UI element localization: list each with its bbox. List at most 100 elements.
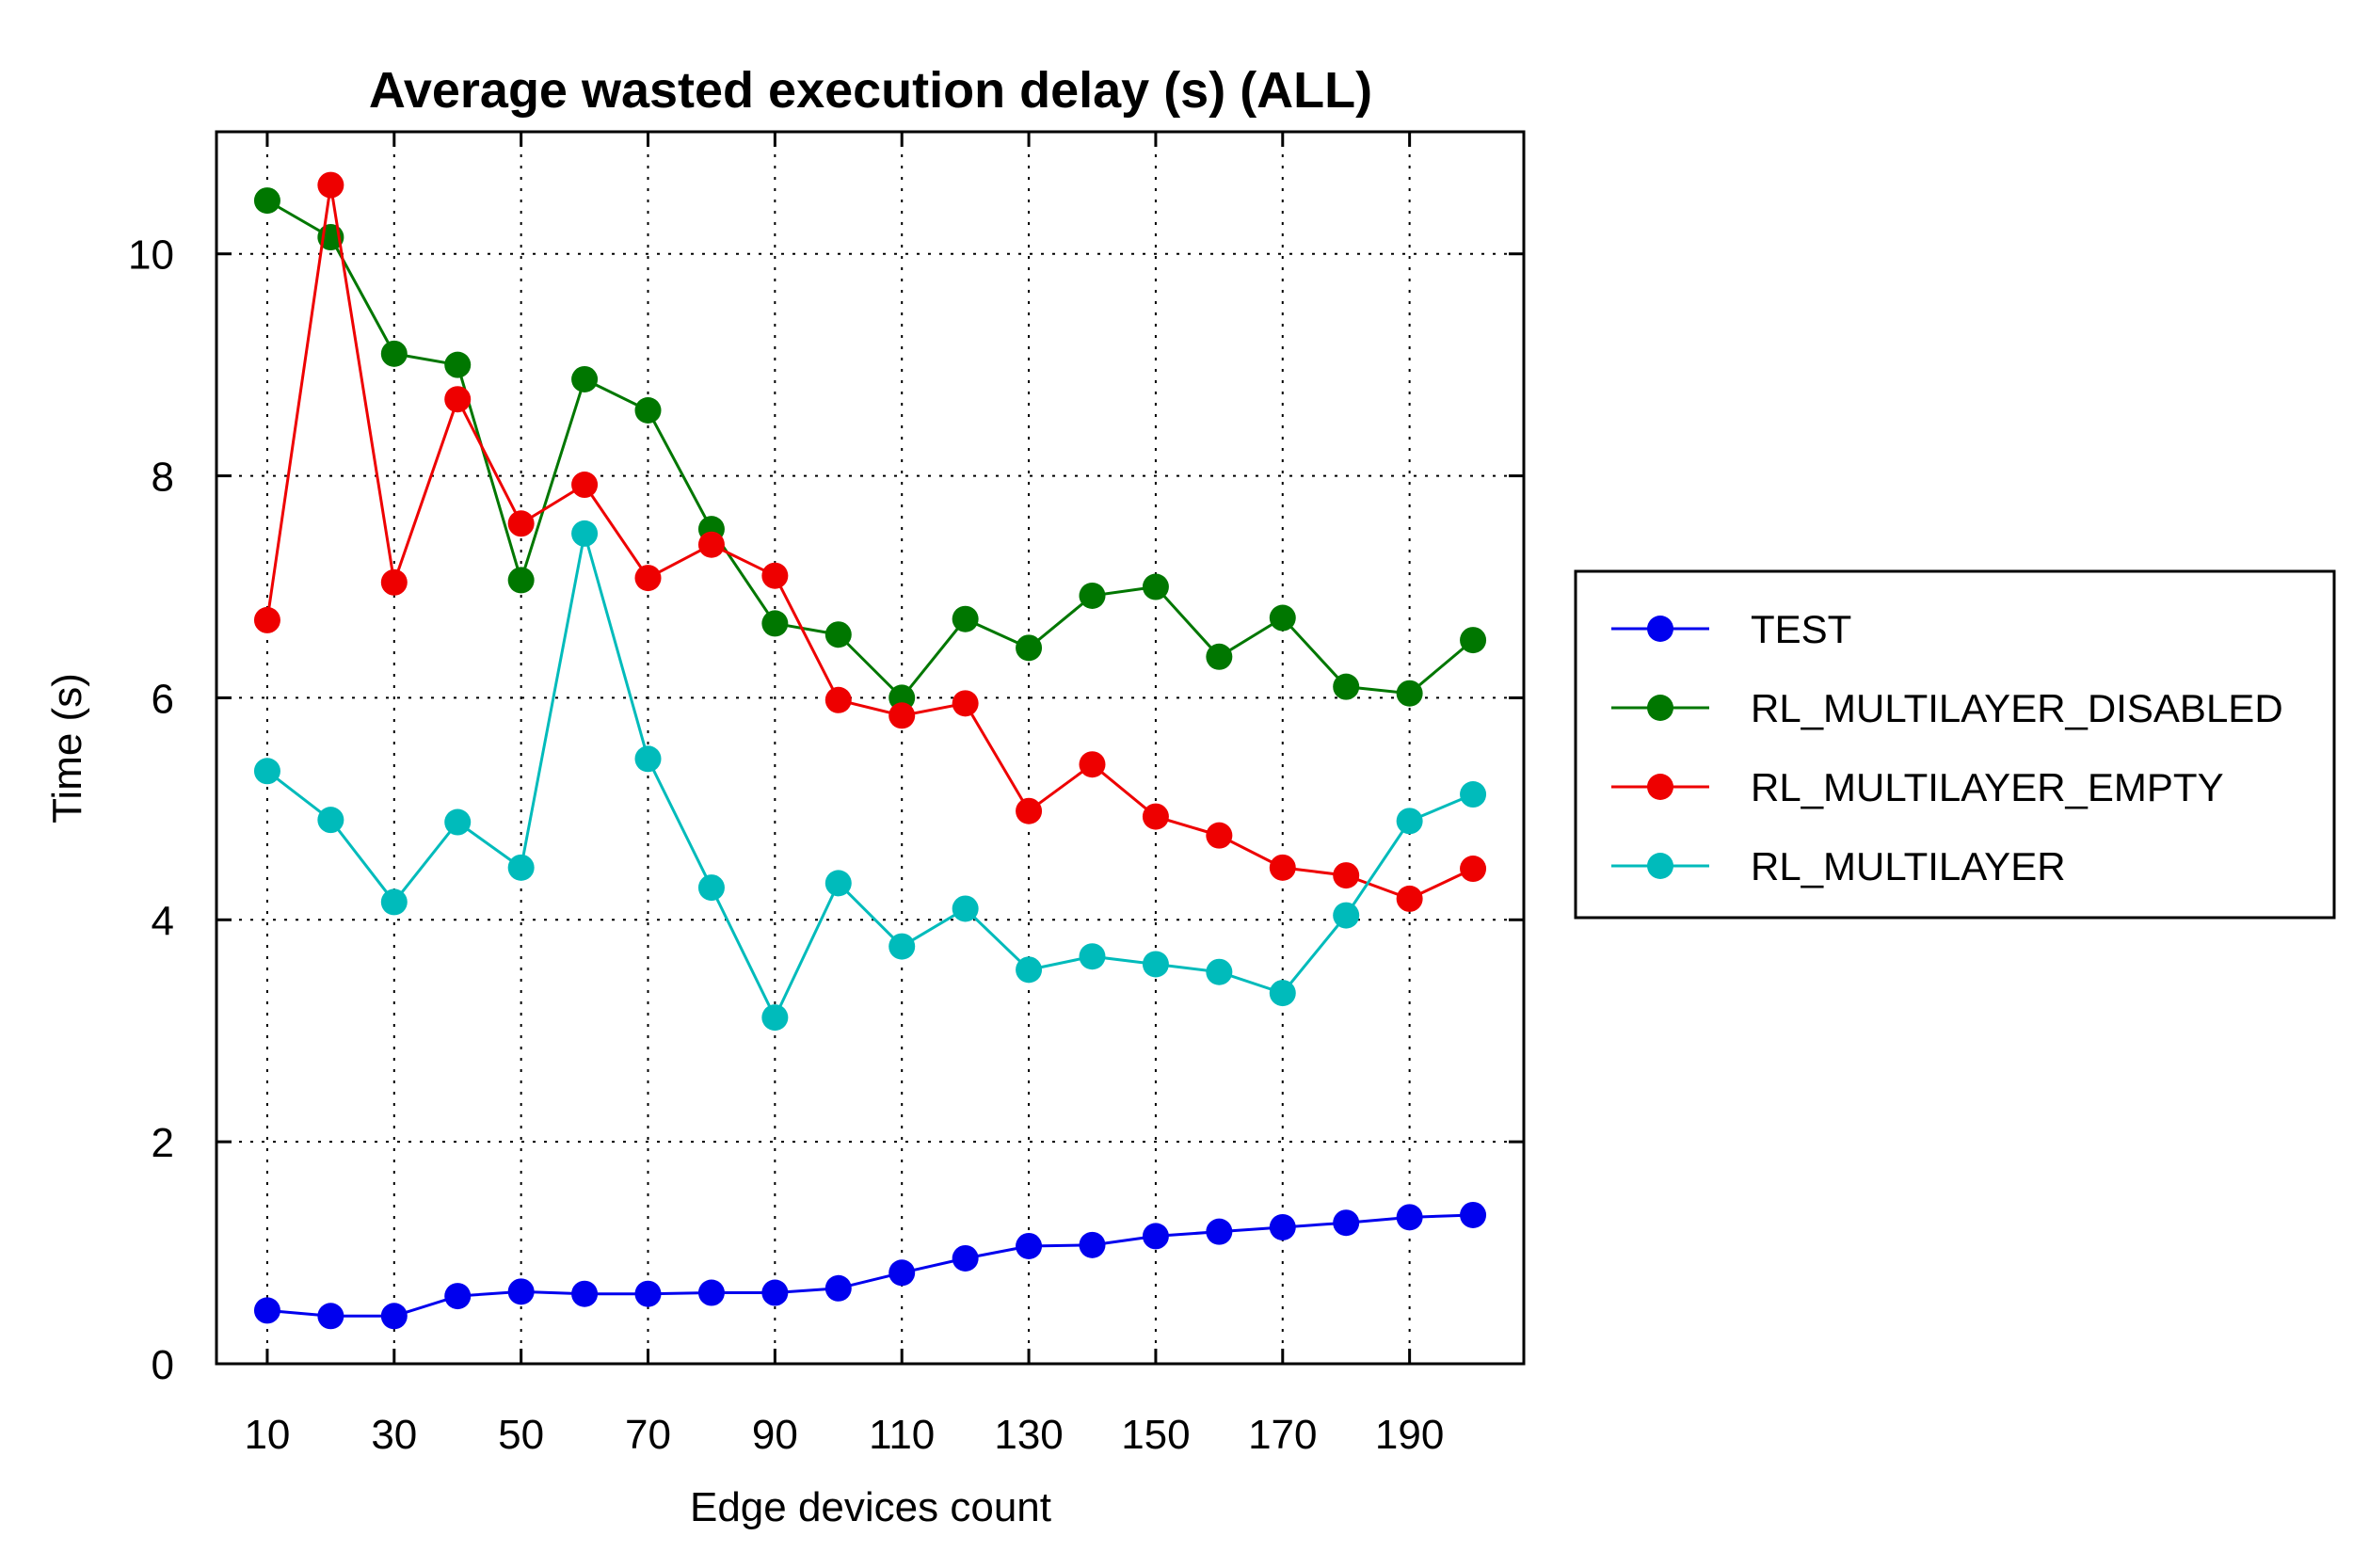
data-point [317,171,344,199]
x-tick-label: 110 [869,1412,935,1458]
data-point [952,1244,979,1272]
legend-label: RL_MULTILAYER_EMPTY [1751,765,2224,809]
data-point [253,758,280,785]
data-point [380,568,408,596]
data-point [824,870,852,897]
data-point [1142,573,1169,600]
y-tick-label: 6 [152,676,174,722]
data-point [1269,1213,1296,1240]
legend: TEST RL_MULTILAYER_DISABLED RL_MULTILAYER_… [1574,569,2336,920]
data-point [1269,854,1296,881]
data-point [571,472,599,499]
chart-title: Average wasted execution delay (s) (ALL) [369,62,1372,119]
axis-ticks [216,132,1524,1366]
data-point [634,396,662,424]
data-point [253,1297,280,1324]
data-point [1333,673,1360,700]
data-point [253,187,280,215]
data-point [571,520,599,547]
data-point [634,1280,662,1307]
data-point [444,808,472,836]
data-point [380,1303,408,1330]
data-point [1142,803,1169,830]
legend-entry: RL_MULTILAYER_EMPTY [1611,765,2224,809]
x-tick-label: 70 [625,1412,671,1458]
y-tick-label: 0 [152,1342,174,1388]
series-test [253,1201,1487,1330]
data-point [1079,751,1106,778]
data-point [761,610,789,637]
data-point [1460,627,1487,654]
data-point [634,745,662,773]
legend-marker [1647,616,1673,642]
x-axis-label: Edge devices count [690,1484,1051,1530]
data-point [634,565,662,592]
data-point [507,567,535,594]
data-point [824,621,852,648]
data-point [1460,856,1487,883]
data-point [444,386,472,413]
data-point [1460,1201,1487,1228]
y-tick-label: 10 [128,232,174,279]
legend-entry: RL_MULTILAYER_DISABLED [1611,686,2283,730]
data-point [888,1259,916,1287]
series-rl-multilayer-empty [253,171,1487,912]
data-point [1269,604,1296,632]
data-point [888,702,916,729]
data-point [888,933,916,960]
data-point [952,895,979,922]
data-point [444,351,472,378]
data-point [697,1279,725,1306]
x-tick-label: 50 [498,1412,544,1458]
data-point [444,1283,472,1310]
data-point [507,854,535,881]
data-point [1079,582,1106,609]
legend-entry: TEST [1611,607,1851,651]
legend-label: RL_MULTILAYER [1751,844,2066,888]
y-axis-label: Time (s) [44,673,90,824]
data-point [1142,951,1169,978]
data-point [1206,822,1233,849]
data-point [1079,943,1106,970]
legend-entry: RL_MULTILAYER [1611,844,2066,888]
data-point [1016,956,1043,984]
data-point [571,1280,599,1307]
data-point [317,1303,344,1330]
series-rl-multilayer-disabled [253,187,1487,712]
data-point [697,531,725,558]
x-tick-label: 130 [994,1412,1063,1458]
data-point [380,340,408,367]
data-point [1016,634,1043,662]
data-point [697,874,725,902]
data-point [1396,808,1423,835]
data-point [1396,885,1423,912]
series-layer [253,171,1487,1330]
x-tick-label: 30 [371,1412,417,1458]
data-point [1016,1232,1043,1259]
data-point [761,562,789,589]
data-point [824,1274,852,1302]
legend-marker [1647,774,1673,800]
data-point [1142,1223,1169,1250]
x-tick-label: 150 [1121,1412,1190,1458]
data-point [761,1279,789,1306]
data-point [507,510,535,537]
data-point [317,807,344,834]
data-point [1333,862,1360,889]
data-point [952,690,979,717]
data-point [1333,1209,1360,1237]
data-point [1079,1231,1106,1258]
legend-marker [1647,695,1673,721]
data-point [1396,1204,1423,1231]
legend-label: RL_MULTILAYER_DISABLED [1751,686,2283,730]
series-rl-multilayer [253,520,1487,1032]
plot-frame [215,130,1526,1366]
data-point [1206,1218,1233,1245]
data-point [1206,643,1233,670]
y-tick-label: 2 [152,1120,174,1166]
x-tick-label: 170 [1248,1412,1317,1458]
data-point [1269,980,1296,1007]
x-tick-label: 190 [1375,1412,1444,1458]
data-point [1016,797,1043,824]
